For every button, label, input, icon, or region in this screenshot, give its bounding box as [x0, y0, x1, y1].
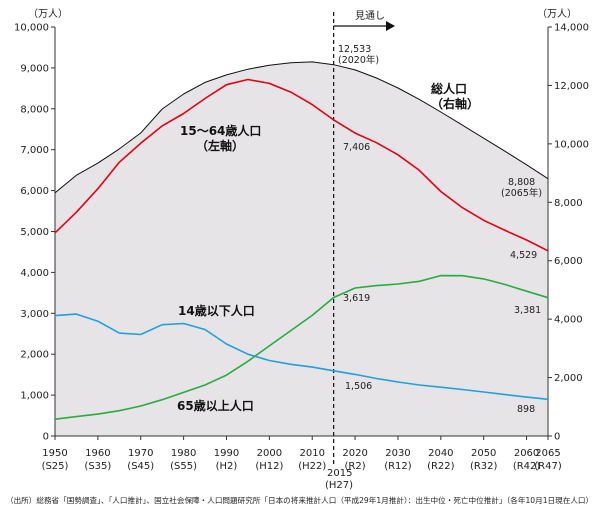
total-population-area [55, 61, 548, 437]
x-tick-era: (H12) [255, 461, 283, 472]
working-2020-value: 7,406 [343, 142, 370, 153]
x-tick-label: 1990 [214, 448, 239, 459]
left-tick-label: 1,000 [20, 391, 49, 402]
x-tick-label: 1970 [128, 448, 153, 459]
working-2065-value: 4,529 [510, 250, 537, 261]
series-line-3 [54, 274, 549, 420]
x-tick-era: (R12) [384, 461, 412, 472]
right-axis-unit: （万人） [537, 8, 577, 20]
children-2065-value: 898 [517, 404, 535, 415]
x-tick-era: (R47) [534, 461, 562, 472]
elderly-2020-value: 3,619 [343, 293, 370, 304]
marker-year-label: 2015 [327, 468, 352, 479]
x-tick-era: (S25) [42, 461, 69, 472]
x-tick-label: 2020 [342, 448, 367, 459]
x-tick-label: 1980 [171, 448, 196, 459]
x-tick-era: (R22) [427, 461, 455, 472]
x-tick-label: 2010 [299, 448, 324, 459]
x-tick-label: 2030 [385, 448, 410, 459]
x-tick-label: 1950 [42, 448, 67, 459]
x-tick-era: (R42) [513, 461, 541, 472]
total-2065-value: 8,808 [508, 177, 535, 188]
right-tick-label: 0 [554, 432, 560, 443]
x-tick-era: (S45) [127, 461, 154, 472]
left-tick-label: 9,000 [20, 63, 49, 74]
x-tick-label: 2060 [514, 448, 539, 459]
left-tick-label: 0 [43, 432, 49, 443]
right-tick-label: 6,000 [554, 256, 583, 267]
left-tick-label: 8,000 [20, 104, 49, 115]
total-2020-year: (2020年) [338, 54, 379, 66]
x-tick-era: (S55) [170, 461, 197, 472]
x-tick-label: 2000 [257, 448, 282, 459]
x-tick-label: 1960 [85, 448, 110, 459]
total-population-axis-note: （右軸） [431, 96, 479, 111]
right-tick-label: 2,000 [554, 373, 583, 384]
right-tick-label: 4,000 [554, 315, 583, 326]
elderly-2065-value: 3,381 [514, 305, 541, 316]
right-tick-label: 8,000 [554, 198, 583, 209]
left-tick-label: 5,000 [20, 227, 49, 238]
children-2020-value: 1,506 [345, 381, 372, 392]
x-tick-era: (S35) [84, 461, 111, 472]
right-tick-label: 12,000 [554, 81, 589, 92]
children-label: 14歳以下人口 [178, 303, 255, 318]
series-line-2 [54, 313, 549, 401]
axes-layer: 0 1,000 2,000 3,000 4,000 5,000 6,000 7,000 8,00… [14, 12, 589, 472]
x-tick-label: 2040 [428, 448, 453, 459]
x-tick-label: 2050 [471, 448, 496, 459]
working-age-label: 15～64歳人口 [180, 123, 261, 138]
series-line-0 [54, 61, 549, 194]
x-tick-era: (H2) [216, 461, 238, 472]
series-line-1 [54, 78, 549, 252]
right-tick-label: 14,000 [554, 23, 589, 34]
projection-arrow-head [386, 21, 395, 31]
working-age-axis-note: （左軸） [196, 138, 244, 153]
total-2065-year: (2065年) [501, 187, 542, 199]
marker-era-label: (H27) [325, 480, 353, 491]
left-axis-unit: （万人） [28, 8, 68, 20]
left-tick-label: 7,000 [20, 145, 49, 156]
x-tick-era: (R2) [345, 461, 366, 472]
x-tick-era: (R32) [470, 461, 498, 472]
projection-label: 見通し [355, 10, 385, 22]
x-tick-era: (H22) [298, 461, 326, 472]
series-lines-layer [54, 61, 549, 420]
total-2020-value: 12,533 [338, 44, 371, 55]
total-population-label: 総人口 [431, 81, 467, 96]
left-tick-label: 10,000 [14, 23, 49, 34]
left-tick-label: 2,000 [20, 350, 49, 361]
left-tick-label: 4,000 [20, 268, 49, 279]
right-tick-label: 10,000 [554, 139, 589, 150]
left-tick-label: 3,000 [20, 309, 49, 320]
x-tick-label: 2065 [535, 448, 560, 459]
source-note: （出所）総務省「国勢調査」、「人口推計」、国立社会保障・人口問題研究所「日本の将… [6, 495, 593, 505]
left-tick-label: 6,000 [20, 186, 49, 197]
elderly-label: 65歳以上人口 [177, 398, 254, 413]
total-population-area-layer [55, 61, 548, 437]
